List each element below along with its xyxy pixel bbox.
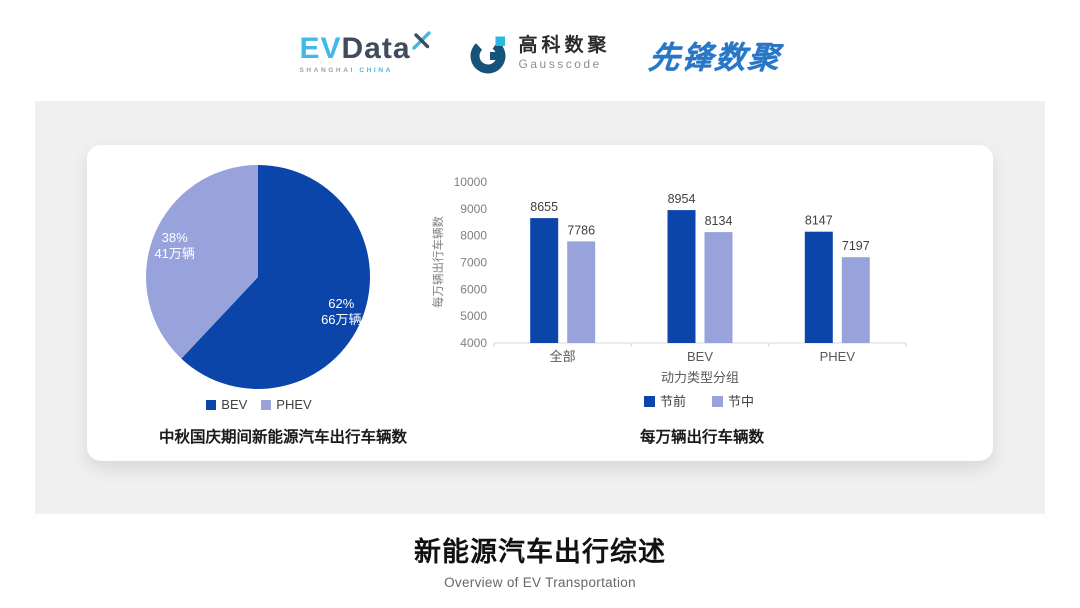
category-label: 全部 — [550, 349, 576, 364]
bar-legend-label: 节前 — [660, 394, 686, 409]
evdata-data-text: Data — [341, 32, 411, 65]
charts-card: 62% 66万辆 38% 41万辆 BEV PHEV 中秋国庆期间新能源汽车出行车辆数 … — [87, 145, 993, 461]
xianfeng-logo: 先锋数聚 — [646, 39, 783, 75]
pie-slice-bev — [181, 165, 371, 389]
pie-legend: BEV PHEV — [87, 397, 431, 412]
footer: 新能源汽车出行综述 Overview of EV Transportation — [0, 530, 1080, 590]
bar-节中-全部 — [567, 241, 596, 343]
y-tick-label: 8000 — [460, 229, 487, 243]
evdata-china-text: CHINA — [359, 67, 393, 74]
evdata-pinwheel-icon — [411, 31, 431, 50]
y-tick-label: 5000 — [460, 309, 487, 323]
category-label: BEV — [687, 349, 713, 364]
gray-panel: 62% 66万辆 38% 41万辆 BEV PHEV 中秋国庆期间新能源汽车出行车辆数 … — [35, 101, 1045, 514]
bar-chart-title: 每万辆出行车辆数 — [639, 429, 764, 446]
bar-legend-label: 节中 — [728, 394, 754, 409]
y-tick-label: 6000 — [460, 282, 487, 296]
pie-chart: 62% 66万辆 38% 41万辆 — [146, 165, 371, 389]
pie-chart-title: 中秋国庆期间新能源汽车出行车辆数 — [158, 429, 407, 446]
page-subtitle: Overview of EV Transportation — [444, 575, 636, 590]
header-logos: EV Data SHANGHAI CHINA 高科数聚 Gausscode 先锋数… — [0, 16, 1080, 92]
evdata-shanghai-text: SHANGHAI — [299, 67, 355, 74]
evdata-ev-text: EV — [299, 32, 342, 65]
bar-value-label: 8134 — [705, 214, 733, 228]
pie-legend-item-phev: PHEV — [261, 397, 312, 412]
x-axis-title: 动力类型分组 — [661, 370, 739, 385]
pie-slice-label: 38% 41万辆 — [154, 230, 194, 261]
legend-label: BEV — [221, 397, 248, 412]
bar-value-label: 8954 — [668, 192, 696, 206]
y-tick-label: 10000 — [454, 175, 488, 189]
bar-节前-BEV — [667, 210, 696, 343]
pie-slice-phev — [146, 165, 258, 359]
bar-legend-swatch-icon — [644, 396, 655, 407]
gausscode-text: 高科数聚 Gausscode — [518, 35, 611, 72]
bar-value-label: 8655 — [530, 200, 558, 214]
y-tick-label: 7000 — [460, 256, 487, 270]
y-tick-label: 4000 — [460, 336, 487, 350]
legend-swatch-icon — [206, 399, 217, 410]
bar-节中-BEV — [704, 232, 733, 343]
legend-swatch-icon — [261, 399, 272, 410]
bar-legend-swatch-icon — [712, 396, 723, 407]
bar-value-label: 8147 — [805, 214, 833, 228]
evdata-subtitle: SHANGHAI CHINA — [299, 67, 392, 74]
pie-legend-item-bev: BEV — [206, 397, 247, 412]
bar-节前-PHEV — [804, 231, 833, 343]
gausscode-en-text: Gausscode — [518, 57, 602, 72]
bar-节中-PHEV — [841, 257, 870, 343]
legend-label: PHEV — [276, 397, 312, 412]
evdata-logo: EV Data SHANGHAI CHINA — [299, 31, 431, 74]
bar-value-label: 7197 — [842, 239, 870, 253]
y-tick-label: 9000 — [460, 202, 487, 216]
y-axis-title: 每万辆出行车辆数 — [431, 216, 445, 308]
gausscode-logo: 高科数聚 Gausscode — [468, 33, 611, 75]
bar-节前-全部 — [530, 218, 559, 343]
evdata-wordmark: EV Data — [299, 31, 431, 65]
gausscode-cn-text: 高科数聚 — [518, 35, 611, 57]
bar-value-label: 7786 — [567, 223, 595, 237]
category-label: PHEV — [820, 349, 856, 364]
gausscode-g-icon — [470, 36, 506, 74]
page-title: 新能源汽车出行综述 — [414, 537, 666, 567]
pie-slice-label: 62% 66万辆 — [321, 296, 361, 327]
